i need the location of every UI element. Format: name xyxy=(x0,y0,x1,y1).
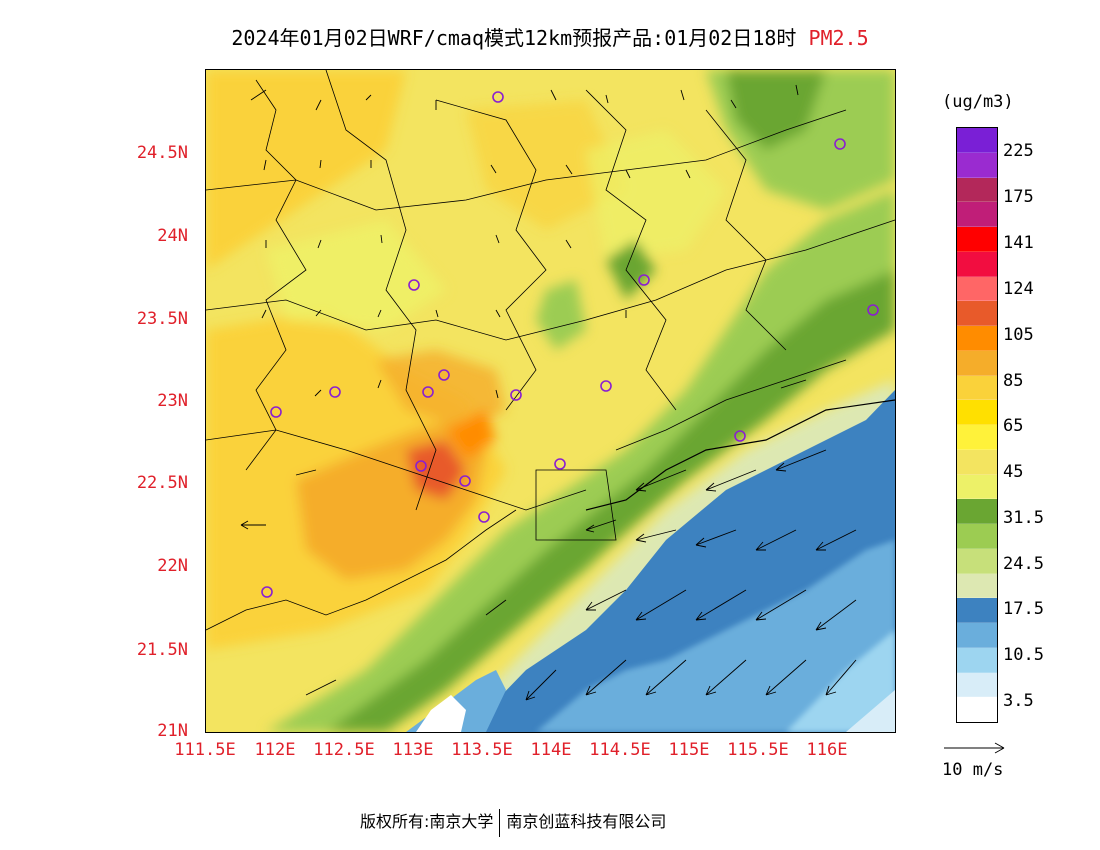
lon-label-112-5: 112.5E xyxy=(313,740,375,760)
lat-label-22-5: 22.5N xyxy=(136,473,188,493)
lat-label-23: 23N xyxy=(157,391,188,411)
lon-label-116: 116E xyxy=(806,740,848,760)
pm25-map-svg xyxy=(206,70,895,732)
legend-swatch xyxy=(957,350,997,376)
legend-swatch xyxy=(957,400,997,425)
legend-label-10-5: 10.5 xyxy=(1003,645,1044,665)
title-main: 2024年01月02日WRF/cmaq模式12km预报产品:01月02日18时 xyxy=(231,26,797,50)
legend-swatch xyxy=(957,251,997,277)
legend-label-45: 45 xyxy=(1003,462,1024,482)
legend-swatch xyxy=(957,301,997,326)
lat-label-23-5: 23.5N xyxy=(136,309,188,329)
lon-label-114: 114E xyxy=(530,740,572,760)
legend-label-3-5: 3.5 xyxy=(1003,691,1034,711)
legend-swatch xyxy=(957,697,997,722)
legend-swatch xyxy=(957,573,997,599)
legend-label-17-5: 17.5 xyxy=(1003,599,1044,619)
legend-swatch xyxy=(957,227,997,252)
lon-label-115-5: 115.5E xyxy=(727,740,789,760)
legend-label-141: 141 xyxy=(1003,233,1034,253)
lat-label-24-5: 24.5N xyxy=(136,143,188,163)
lon-label-113-5: 113.5E xyxy=(451,740,513,760)
wind-vectors xyxy=(240,84,857,701)
lon-label-114-5: 114.5E xyxy=(589,740,651,760)
lat-label-24: 24N xyxy=(157,226,188,246)
province-boundaries xyxy=(206,70,895,631)
monitoring-stations xyxy=(261,91,879,598)
title-variable: PM2.5 xyxy=(808,26,869,50)
legend-label-105: 105 xyxy=(1003,325,1034,345)
legend-label-225: 225 xyxy=(1003,141,1034,161)
legend-swatch xyxy=(957,326,997,351)
legend-label-124: 124 xyxy=(1003,279,1034,299)
footer-org: 南京创蓝科技有限公司 xyxy=(506,812,667,831)
legend-label-31-5: 31.5 xyxy=(1003,508,1044,528)
legend-swatch xyxy=(957,548,997,574)
legend-swatch xyxy=(957,449,997,475)
lat-label-22: 22N xyxy=(157,556,188,576)
legend-unit: (ug/m3) xyxy=(942,92,1014,112)
legend-swatch xyxy=(957,499,997,524)
lon-label-111-5: 111.5E xyxy=(174,740,236,760)
pm25-map xyxy=(205,69,896,733)
legend-swatch xyxy=(957,672,997,698)
legend-swatch xyxy=(957,474,997,500)
color-legend xyxy=(956,127,998,723)
footer: 版权所有:南京大学 南京创蓝科技有限公司 xyxy=(360,808,666,837)
legend-swatch xyxy=(957,202,997,227)
legend-label-175: 175 xyxy=(1003,187,1034,207)
legend-swatch xyxy=(957,647,997,673)
legend-swatch xyxy=(957,598,997,623)
footer-separator xyxy=(499,808,501,837)
legend-label-85: 85 xyxy=(1003,371,1024,391)
legend-swatch xyxy=(957,375,997,401)
lon-label-115: 115E xyxy=(668,740,710,760)
legend-swatch xyxy=(957,623,997,648)
lon-label-113: 113E xyxy=(392,740,434,760)
lat-label-21: 21N xyxy=(157,721,188,741)
wind-reference-arrow xyxy=(944,742,1005,754)
legend-label-65: 65 xyxy=(1003,416,1024,436)
lon-label-112: 112E xyxy=(254,740,296,760)
ocean-field xyxy=(406,390,895,732)
footer-copyright: 版权所有:南京大学 xyxy=(360,812,494,831)
legend-swatch xyxy=(957,524,997,549)
legend-swatch xyxy=(957,276,997,302)
legend-swatch xyxy=(957,152,997,178)
legend-label-24-5: 24.5 xyxy=(1003,554,1044,574)
legend-swatch xyxy=(957,425,997,450)
legend-swatch xyxy=(957,128,997,153)
chart-title: 2024年01月02日WRF/cmaq模式12km预报产品:01月02日18时 P… xyxy=(0,22,1100,51)
legend-swatch xyxy=(957,177,997,203)
lat-label-21-5: 21.5N xyxy=(136,640,188,660)
wind-reference-label: 10 m/s xyxy=(942,760,1004,780)
